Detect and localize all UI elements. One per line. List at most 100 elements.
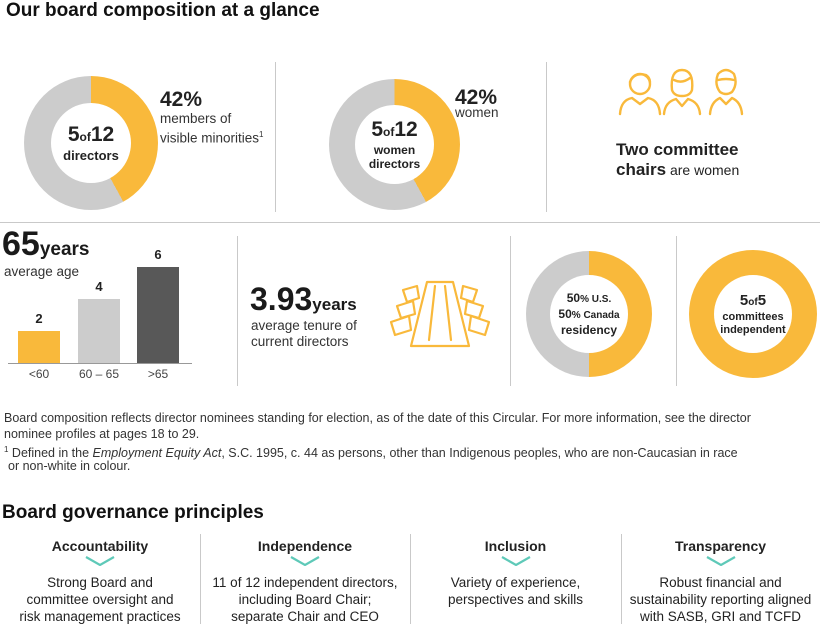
tenure-line2: current directors	[251, 334, 349, 349]
us-unit: % U.S.	[580, 294, 612, 305]
principle-accountability: Accountability Strong Board and committe…	[0, 538, 200, 624]
principle-text: including Board Chair;	[238, 592, 372, 607]
footnote-line2: nominee profiles at pages 18 to 29.	[4, 427, 200, 441]
footnote-definition: 1 Defined in the Employment Equity Act, …	[4, 442, 738, 461]
of: of	[79, 129, 91, 144]
principle-text: perspectives and skills	[447, 592, 584, 607]
age-label: average age	[4, 264, 80, 279]
residency-donut: 50% U.S. 50% Canada residency	[526, 251, 652, 377]
tenure-unit: years	[312, 295, 357, 314]
desc-text: visible minorities	[160, 130, 260, 146]
age-bar-over-65	[137, 267, 179, 363]
principle-text: committee oversight and	[26, 592, 174, 607]
donut-label-line2: independent	[720, 323, 786, 336]
chevron-down-icon	[500, 556, 531, 566]
principle-text: Variety of experience,	[450, 575, 581, 590]
principle-text: sustainability reporting aligned	[629, 592, 812, 607]
age-headline: 65years	[2, 226, 90, 269]
count: 5	[739, 291, 749, 309]
principle-text: 11 of 12 independent directors,	[212, 575, 398, 590]
footnote-line1: Board composition reflects director nomi…	[4, 411, 751, 425]
divider	[621, 534, 622, 624]
footnote-definition-line2: or non-white in colour.	[8, 459, 131, 473]
count: 5	[67, 122, 80, 146]
tenure-line1: average tenure of	[251, 318, 357, 333]
fn-post: , S.C. 1995, c. 44 as persons, other tha…	[221, 446, 738, 461]
us-number: 50	[566, 291, 581, 305]
donut-fraction: 5of12	[67, 122, 115, 148]
minorities-pct: 42%	[160, 88, 203, 111]
age-category: >65	[147, 367, 169, 381]
minorities-desc-line1: members of	[160, 111, 232, 126]
age-unit: years	[39, 239, 90, 260]
chairs-rest: are women	[666, 162, 740, 178]
chevron-down-icon	[85, 556, 115, 566]
people-icon	[618, 66, 746, 116]
tenure-number: 3.93	[250, 281, 313, 317]
donut-center: 5of5 committees independent	[714, 275, 792, 353]
fn-pre: Defined in the	[8, 446, 93, 461]
age-bar-value: 4	[95, 279, 103, 294]
tenure-headline: 3.93years	[250, 282, 357, 323]
women-desc: women	[455, 105, 499, 120]
donut-label-line1: women	[373, 142, 416, 157]
donut-center: 50% U.S. 50% Canada residency	[550, 275, 628, 353]
chairs-bold: chairs	[616, 160, 667, 179]
age-axis	[8, 363, 192, 364]
divider	[410, 534, 411, 624]
residency-ca: 50% Canada	[558, 307, 619, 323]
divider	[275, 62, 276, 212]
principle-text: Strong Board and	[47, 575, 153, 590]
principle-title: Independence	[257, 538, 353, 554]
boardroom-table-icon	[385, 278, 495, 350]
minorities-desc-line2: visible minorities1	[160, 127, 263, 147]
of: of	[383, 124, 395, 139]
visible-minorities-donut: 5of12 directors	[24, 76, 158, 210]
donut-fraction: 5of5	[740, 292, 766, 311]
total: 5	[757, 291, 767, 309]
women-donut: 5of12 women directors	[329, 79, 460, 210]
principle-text: risk management practices	[19, 609, 181, 624]
age-bar-value: 2	[35, 311, 43, 326]
principle-text: with SASB, GRI and TCFD	[639, 609, 802, 624]
principle-text: Robust financial and	[659, 575, 782, 590]
total: 12	[90, 122, 115, 146]
divider	[546, 62, 547, 212]
age-bar-60-65	[78, 299, 120, 363]
chairs-line1: Two committee	[616, 140, 739, 159]
donut-label: directors	[63, 147, 119, 163]
principle-transparency: Transparency Robust financial and sustai…	[621, 538, 820, 624]
of: of	[748, 296, 758, 308]
age-bar-under-60	[18, 331, 60, 363]
divider	[676, 236, 677, 386]
donut-label-line1: committees	[722, 310, 784, 323]
chevron-down-icon	[705, 556, 736, 566]
donut-fraction: 5of12	[371, 117, 417, 143]
chevron-down-icon	[290, 556, 320, 566]
age-category: <60	[28, 367, 50, 381]
independent-committees-donut: 5of5 committees independent	[689, 250, 817, 378]
principle-title: Inclusion	[484, 538, 547, 554]
page-title: Our board composition at a glance	[6, 0, 320, 21]
governance-title: Board governance principles	[2, 502, 264, 523]
donut-center: 5of12 women directors	[355, 105, 434, 184]
count: 5	[371, 117, 383, 141]
age-category: 60 – 65	[78, 367, 120, 381]
residency-us: 50% U.S.	[567, 291, 611, 307]
fn-italic: Employment Equity Act	[92, 446, 222, 461]
footnote-ref: 1	[259, 130, 264, 139]
principle-inclusion: Inclusion Variety of experience, perspec…	[410, 538, 621, 608]
divider	[237, 236, 238, 386]
footnote-marker: 1	[4, 445, 9, 454]
donut-label-line2: directors	[368, 156, 421, 171]
principle-text: separate Chair and CEO	[231, 609, 379, 624]
principle-title: Transparency	[674, 538, 767, 554]
divider	[200, 534, 201, 624]
chairs-line2: chairs are women	[616, 160, 739, 180]
divider	[0, 222, 820, 223]
donut-center: 5of12 directors	[51, 103, 131, 183]
ca-unit: % Canada	[571, 310, 620, 321]
age-number: 65	[2, 225, 40, 263]
women-pct: 42%	[455, 86, 498, 109]
age-bar-value: 6	[154, 247, 162, 262]
